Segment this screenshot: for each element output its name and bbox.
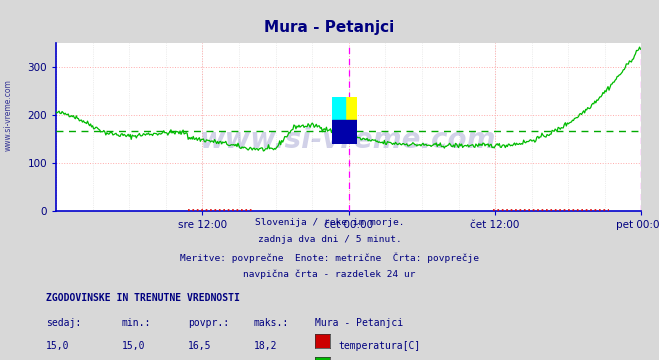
Text: 18,2: 18,2 <box>254 341 277 351</box>
Text: www.si-vreme.com: www.si-vreme.com <box>3 79 13 151</box>
Polygon shape <box>332 120 357 144</box>
Text: min.:: min.: <box>122 318 152 328</box>
Text: povpr.:: povpr.: <box>188 318 229 328</box>
Text: Meritve: povprečne  Enote: metrične  Črta: povprečje: Meritve: povprečne Enote: metrične Črta:… <box>180 252 479 263</box>
Text: 15,0: 15,0 <box>46 341 70 351</box>
Text: navpična črta - razdelek 24 ur: navpična črta - razdelek 24 ur <box>243 270 416 279</box>
Text: Slovenija / reke in morje.: Slovenija / reke in morje. <box>255 218 404 227</box>
Polygon shape <box>345 97 357 120</box>
Text: temperatura[C]: temperatura[C] <box>338 341 420 351</box>
Text: 16,5: 16,5 <box>188 341 212 351</box>
Text: Mura - Petanjci: Mura - Petanjci <box>315 318 403 328</box>
Text: www.si-vreme.com: www.si-vreme.com <box>200 126 496 154</box>
Text: ZGODOVINSKE IN TRENUTNE VREDNOSTI: ZGODOVINSKE IN TRENUTNE VREDNOSTI <box>46 293 240 303</box>
Text: sedaj:: sedaj: <box>46 318 81 328</box>
Polygon shape <box>345 97 357 120</box>
Text: maks.:: maks.: <box>254 318 289 328</box>
Text: 15,0: 15,0 <box>122 341 146 351</box>
Text: zadnja dva dni / 5 minut.: zadnja dva dni / 5 minut. <box>258 235 401 244</box>
Polygon shape <box>332 97 345 120</box>
Text: Mura - Petanjci: Mura - Petanjci <box>264 20 395 35</box>
